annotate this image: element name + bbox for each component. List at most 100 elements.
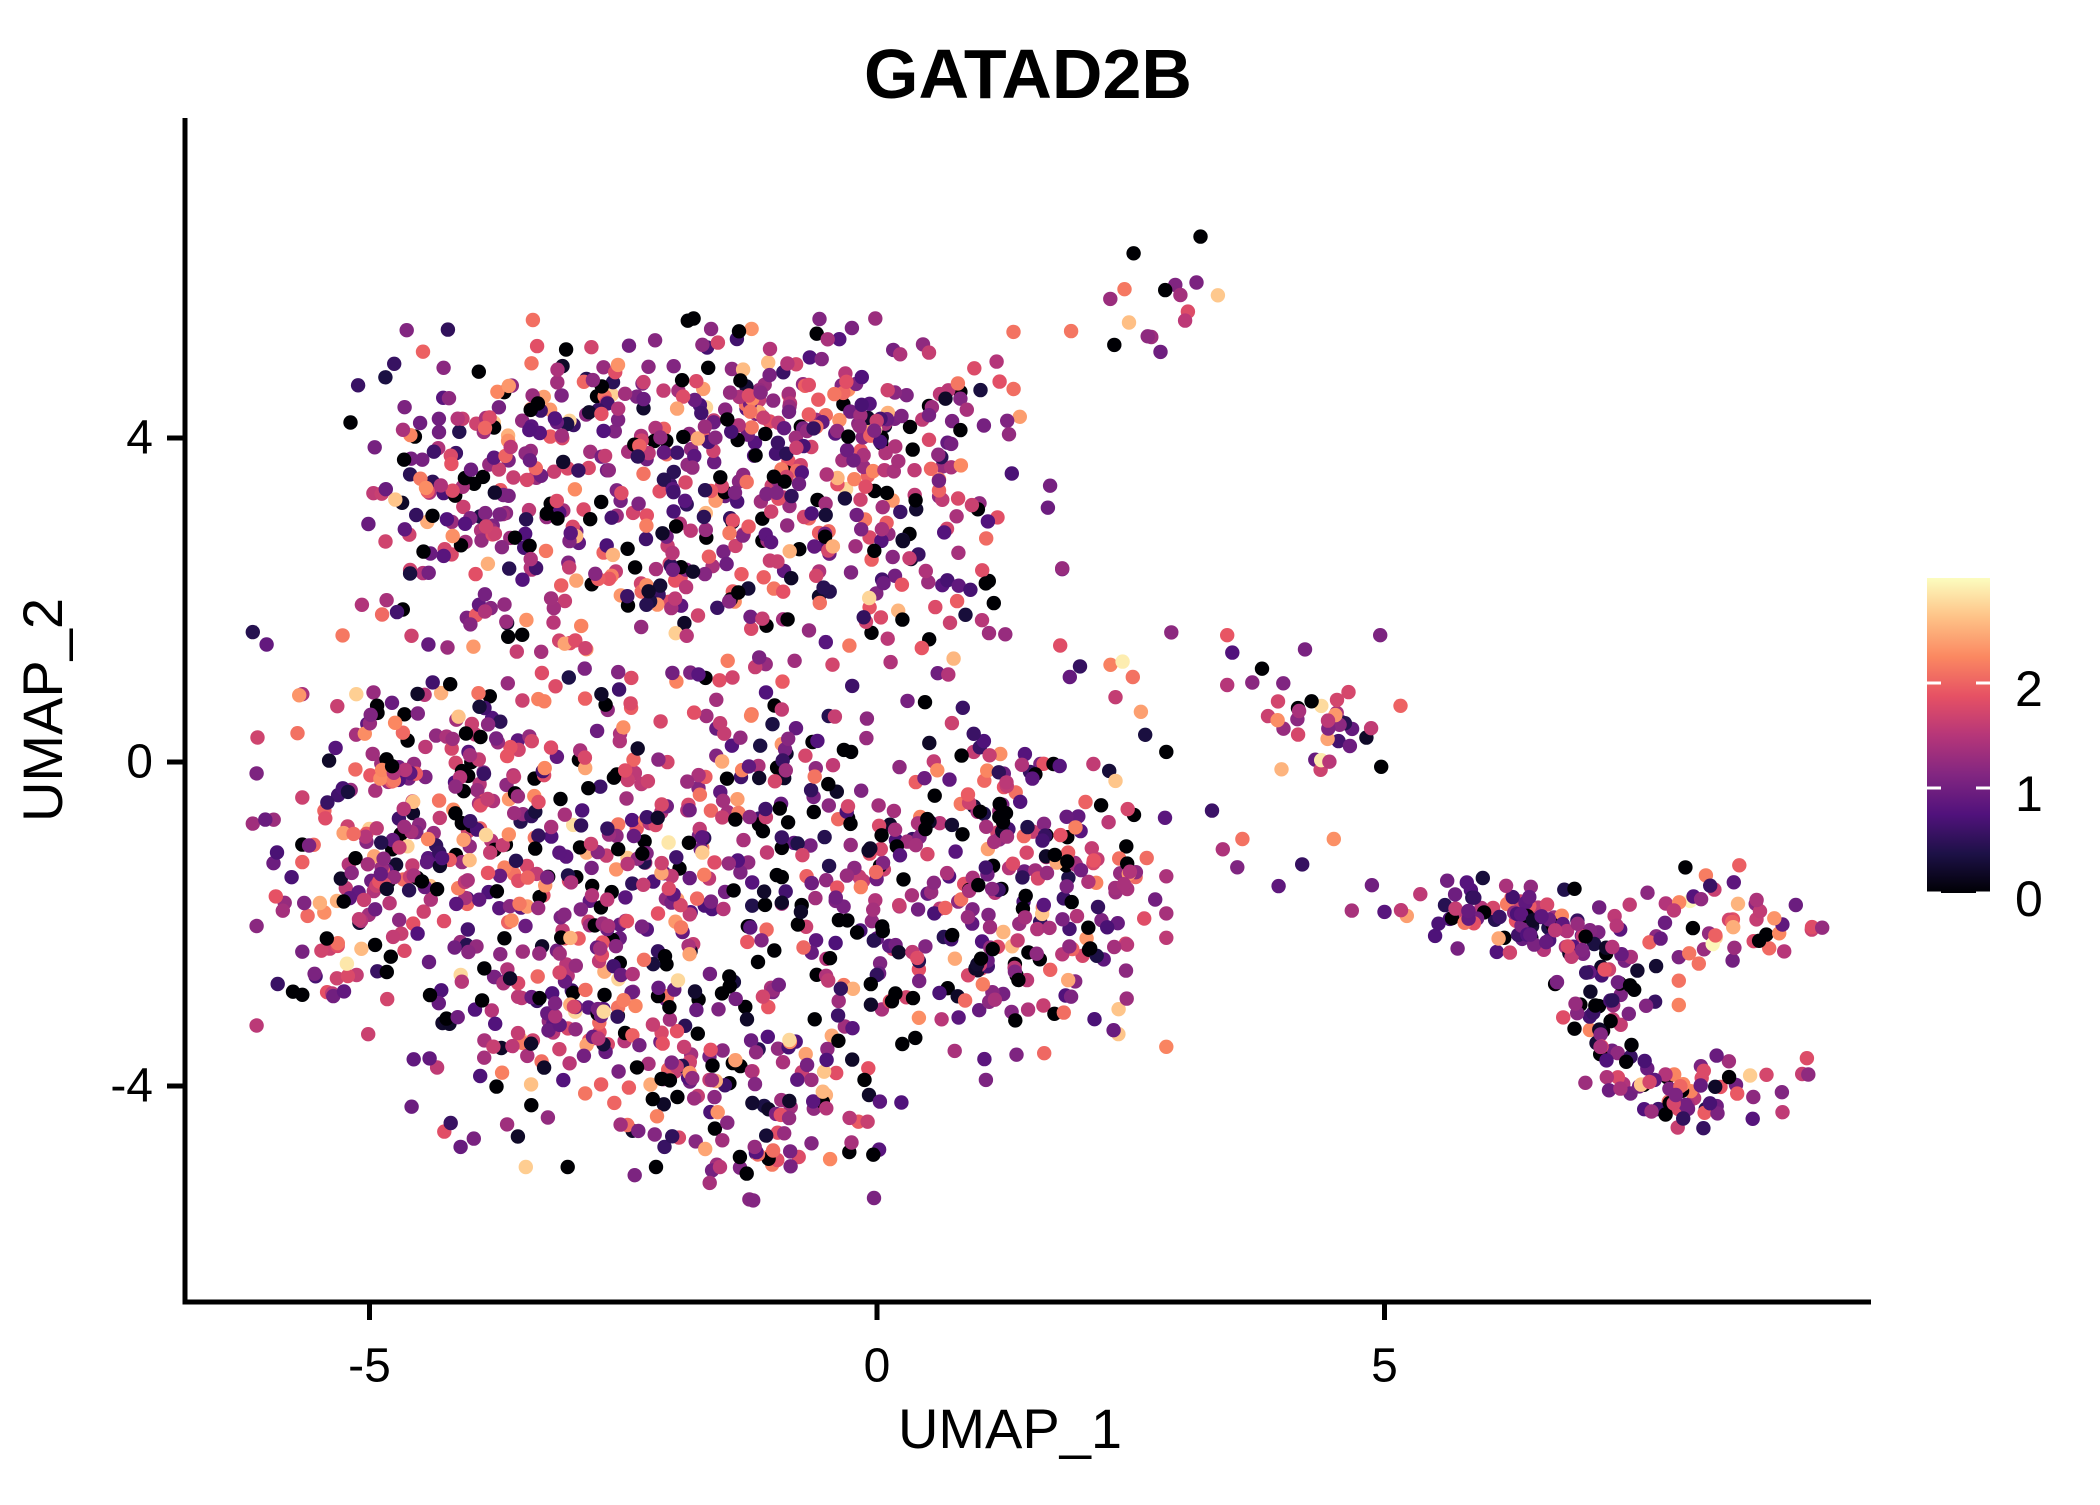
data-point <box>543 740 559 755</box>
data-point <box>1090 899 1106 915</box>
data-point <box>1011 972 1026 988</box>
data-point <box>1025 771 1040 786</box>
data-point <box>1693 1078 1708 1093</box>
data-point <box>1559 923 1575 939</box>
data-point <box>944 436 959 452</box>
data-point <box>981 625 997 641</box>
data-point <box>1777 944 1792 959</box>
data-point <box>596 360 611 375</box>
data-point <box>743 609 758 624</box>
data-point <box>814 351 829 367</box>
data-point <box>670 1089 685 1105</box>
data-point <box>1593 1027 1608 1042</box>
data-point <box>321 753 337 768</box>
data-point <box>874 533 889 549</box>
data-point <box>1630 963 1645 978</box>
data-point <box>1642 1074 1657 1090</box>
data-point <box>641 1056 656 1072</box>
data-point <box>550 362 565 377</box>
data-point <box>768 446 784 461</box>
data-point <box>1610 975 1626 990</box>
data-point <box>433 685 449 701</box>
data-point <box>1042 478 1058 493</box>
data-point <box>1342 738 1358 754</box>
data-point <box>604 510 619 525</box>
data-point <box>1702 1096 1718 1111</box>
data-point <box>782 1032 797 1048</box>
data-point <box>596 423 611 439</box>
data-point <box>292 688 307 703</box>
data-point <box>550 375 565 390</box>
data-point <box>743 404 758 419</box>
data-point <box>1069 908 1085 924</box>
data-point <box>468 566 483 582</box>
data-point <box>596 1004 611 1019</box>
data-point <box>1052 758 1067 774</box>
data-point <box>600 918 616 934</box>
data-point <box>811 392 826 407</box>
data-point <box>1030 921 1045 937</box>
data-point <box>783 1144 798 1159</box>
data-point <box>597 448 613 464</box>
data-point <box>647 1127 662 1142</box>
data-point <box>833 981 848 996</box>
data-point <box>698 1141 713 1157</box>
data-point <box>921 345 937 360</box>
data-point <box>495 838 510 853</box>
data-point <box>783 1159 798 1174</box>
data-point <box>1159 1039 1174 1055</box>
data-point <box>632 1038 647 1053</box>
data-point <box>1009 1047 1024 1062</box>
data-point <box>812 311 827 327</box>
data-point <box>798 748 813 763</box>
data-point <box>669 445 685 460</box>
y-tick-label: 0 <box>126 736 153 789</box>
data-point <box>506 470 521 485</box>
data-point <box>557 593 573 609</box>
data-point <box>497 931 512 946</box>
data-point <box>611 1064 626 1079</box>
data-point <box>871 798 886 813</box>
data-point <box>1522 889 1537 905</box>
data-point <box>710 600 725 615</box>
data-point <box>656 383 671 398</box>
data-point <box>1119 991 1134 1006</box>
data-point <box>977 1051 992 1067</box>
data-point <box>760 1029 775 1045</box>
data-point <box>781 1110 797 1126</box>
data-point <box>1122 864 1138 879</box>
data-point <box>515 693 530 708</box>
data-point <box>827 709 843 724</box>
data-point <box>1815 920 1830 935</box>
data-point <box>520 1048 535 1064</box>
data-point <box>492 901 507 916</box>
data-point <box>1276 676 1291 691</box>
data-point <box>777 474 792 489</box>
data-point <box>297 895 312 911</box>
data-point <box>486 450 502 465</box>
data-point <box>894 408 909 424</box>
data-point <box>433 478 448 493</box>
data-point <box>1036 816 1052 831</box>
data-point <box>489 1079 504 1094</box>
data-point <box>825 657 840 672</box>
data-point <box>491 462 507 477</box>
data-point <box>960 910 976 925</box>
data-point <box>450 411 465 426</box>
data-point <box>445 483 460 498</box>
data-point <box>682 803 697 818</box>
data-point <box>874 522 890 537</box>
data-point <box>728 538 743 554</box>
data-point <box>336 984 352 999</box>
data-point <box>414 874 430 889</box>
data-point <box>1111 1002 1126 1017</box>
data-point <box>594 687 609 702</box>
data-point <box>1624 1037 1639 1053</box>
data-point <box>1666 903 1682 918</box>
data-point <box>743 1033 759 1048</box>
data-point <box>499 1117 515 1132</box>
data-point <box>1539 935 1554 950</box>
data-point <box>1609 918 1624 933</box>
data-point <box>1727 940 1742 955</box>
data-point <box>635 846 650 861</box>
